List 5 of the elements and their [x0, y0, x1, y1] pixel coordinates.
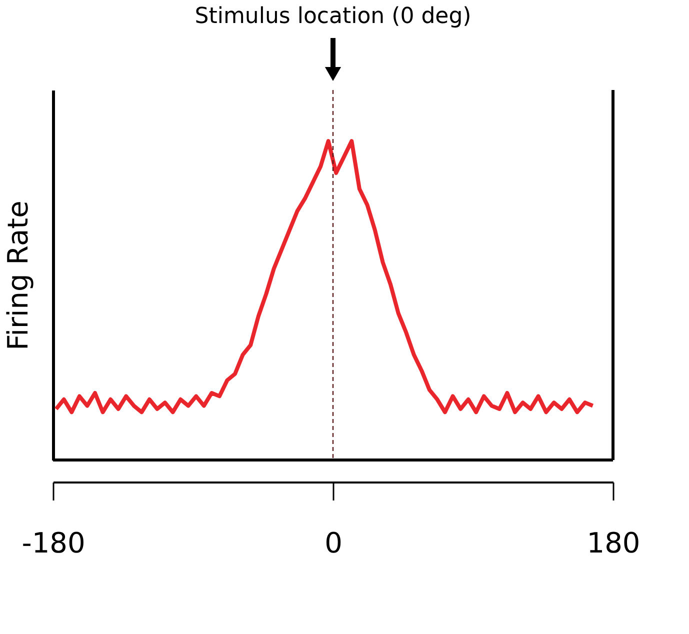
x-tick-label: -180: [22, 526, 86, 560]
y-axis-title: Firing Rate: [2, 200, 34, 350]
text: Stimulus location (0 deg): [194, 4, 472, 29]
x-tick-label: 180: [586, 526, 640, 560]
x-tick-label: 0: [324, 526, 342, 560]
